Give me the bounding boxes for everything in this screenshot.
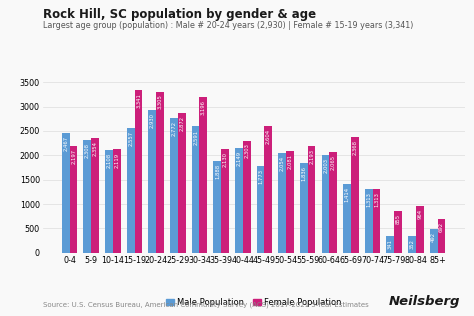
Text: 341: 341 <box>388 239 393 249</box>
Bar <box>430 229 438 253</box>
Text: 2,149: 2,149 <box>237 151 241 166</box>
Text: 2,772: 2,772 <box>172 121 176 136</box>
Text: 2,119: 2,119 <box>114 152 119 167</box>
Text: 1,836: 1,836 <box>301 166 306 181</box>
Text: 352: 352 <box>410 239 415 249</box>
Text: 1,888: 1,888 <box>215 164 220 179</box>
Text: 2,003: 2,003 <box>323 158 328 173</box>
Text: 964: 964 <box>417 209 422 219</box>
Text: 2,054: 2,054 <box>280 155 285 171</box>
Bar <box>394 211 402 253</box>
Text: Rock Hill, SC population by gender & age: Rock Hill, SC population by gender & age <box>43 8 316 21</box>
Text: 1,313: 1,313 <box>374 192 379 207</box>
Bar <box>243 141 251 253</box>
Text: 2,108: 2,108 <box>107 153 111 168</box>
Bar <box>191 126 200 253</box>
Text: 1,773: 1,773 <box>258 169 263 184</box>
Text: Largest age group (population) : Male # 20-24 years (2,930) | Female # 15-19 yea: Largest age group (population) : Male # … <box>43 21 413 29</box>
Text: 1,313: 1,313 <box>366 192 371 207</box>
Bar <box>278 153 286 253</box>
Bar <box>264 126 272 253</box>
Bar <box>300 163 308 253</box>
Bar <box>321 155 329 253</box>
Bar <box>286 151 294 253</box>
Text: 3,196: 3,196 <box>201 100 206 115</box>
Bar <box>365 189 373 253</box>
Text: 2,467: 2,467 <box>63 136 68 150</box>
Text: Neilsberg: Neilsberg <box>388 295 460 308</box>
Text: 3,341: 3,341 <box>136 93 141 108</box>
Bar <box>62 132 70 253</box>
Bar <box>178 113 186 253</box>
Text: 2,193: 2,193 <box>309 149 314 164</box>
Bar <box>329 152 337 253</box>
Text: 2,065: 2,065 <box>331 155 336 170</box>
Bar <box>373 189 381 253</box>
Bar <box>70 146 77 253</box>
Bar <box>213 161 221 253</box>
Bar <box>83 140 91 253</box>
Bar <box>156 92 164 253</box>
Text: Source: U.S. Census Bureau, American Community Survey (ACS) 2017-2021 5-Year Est: Source: U.S. Census Bureau, American Com… <box>43 301 368 308</box>
Bar <box>91 138 99 253</box>
Text: 3,305: 3,305 <box>157 94 163 109</box>
Text: 2,130: 2,130 <box>222 152 228 167</box>
Bar <box>343 184 351 253</box>
Text: 692: 692 <box>439 222 444 232</box>
Bar <box>221 149 229 253</box>
Bar <box>416 206 424 253</box>
Bar <box>386 236 394 253</box>
Bar <box>256 166 264 253</box>
Bar <box>200 97 207 253</box>
Text: 2,930: 2,930 <box>150 113 155 128</box>
Legend: Male Population, Female Population: Male Population, Female Population <box>162 295 345 310</box>
Text: 2,308: 2,308 <box>85 143 90 158</box>
Bar <box>308 146 316 253</box>
Bar <box>170 118 178 253</box>
Bar <box>113 149 121 253</box>
Bar <box>148 110 156 253</box>
Text: 2,557: 2,557 <box>128 131 133 146</box>
Bar <box>351 137 359 253</box>
Text: 2,081: 2,081 <box>287 154 292 169</box>
Text: 1,414: 1,414 <box>345 187 350 202</box>
Text: 492: 492 <box>431 232 436 242</box>
Bar <box>135 90 142 253</box>
Text: 855: 855 <box>396 214 401 224</box>
Bar <box>105 150 113 253</box>
Text: 2,303: 2,303 <box>244 143 249 158</box>
Bar <box>438 219 446 253</box>
Text: 2,368: 2,368 <box>352 140 357 155</box>
Text: 2,604: 2,604 <box>266 129 271 144</box>
Bar <box>408 236 416 253</box>
Text: 2,591: 2,591 <box>193 130 198 144</box>
Text: 2,197: 2,197 <box>71 149 76 164</box>
Bar <box>235 148 243 253</box>
Bar <box>127 128 135 253</box>
Text: 2,872: 2,872 <box>179 116 184 131</box>
Text: 2,354: 2,354 <box>92 141 98 156</box>
